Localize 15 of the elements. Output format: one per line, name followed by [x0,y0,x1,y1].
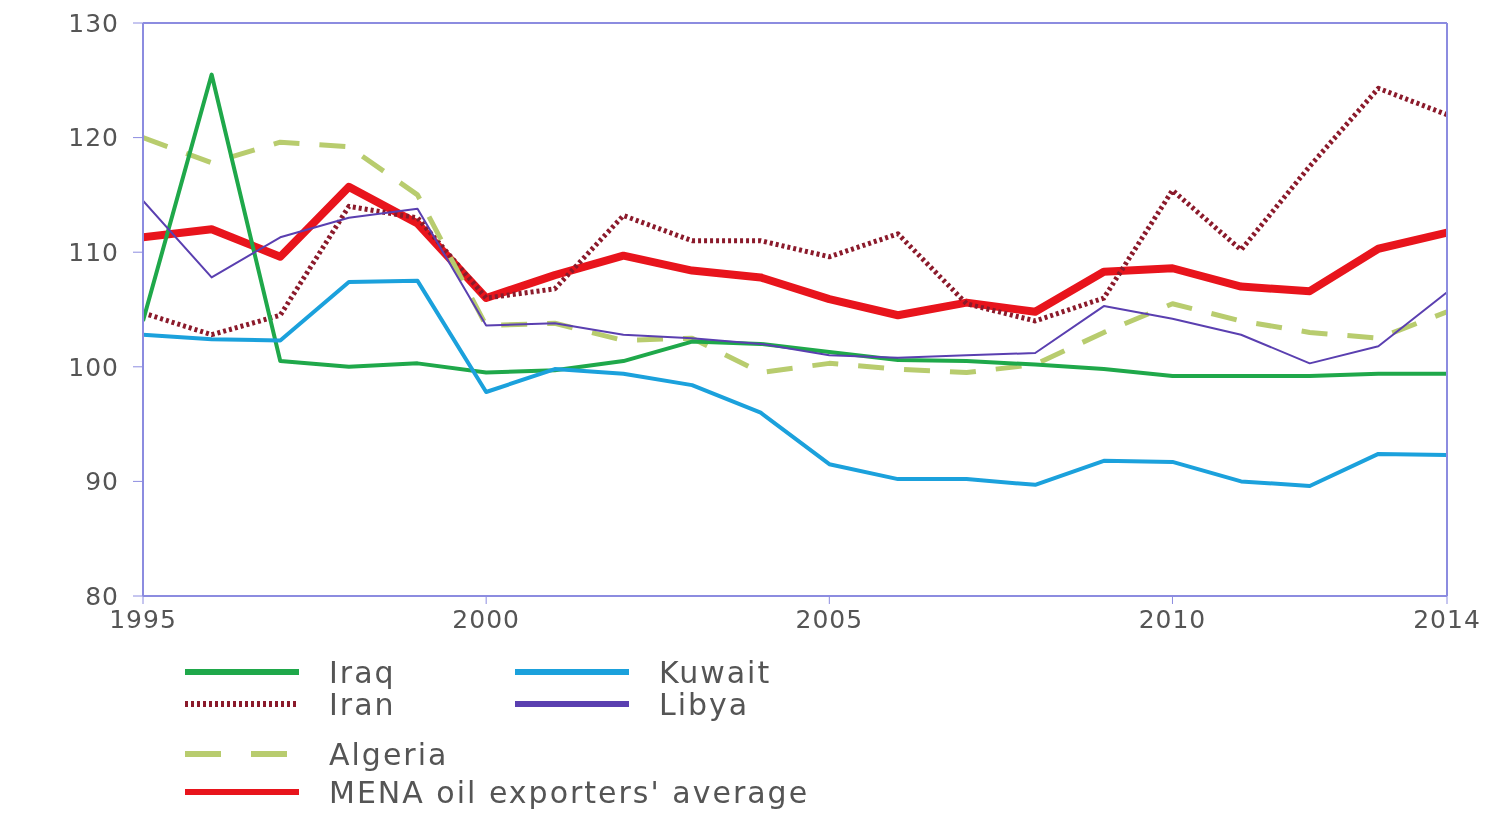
legend-label: Iraq [329,654,396,690]
x-tick-label: 2010 [1138,604,1207,634]
y-tick-label: 110 [68,238,119,268]
line-series [143,199,1447,365]
y-tick-label: 100 [68,352,119,382]
y-tick-label: 120 [68,123,119,153]
x-tick-label: 2014 [1413,604,1481,634]
y-tick-label: 90 [85,467,119,497]
line-series [143,72,1447,378]
legend-label: MENA oil exporters' average [329,774,810,810]
line-series [143,278,1447,488]
y-tick-label: 130 [68,8,119,38]
x-tick-label: 2005 [795,604,864,634]
legend-label: Algeria [329,736,449,772]
x-tick-label: 2000 [452,604,520,634]
